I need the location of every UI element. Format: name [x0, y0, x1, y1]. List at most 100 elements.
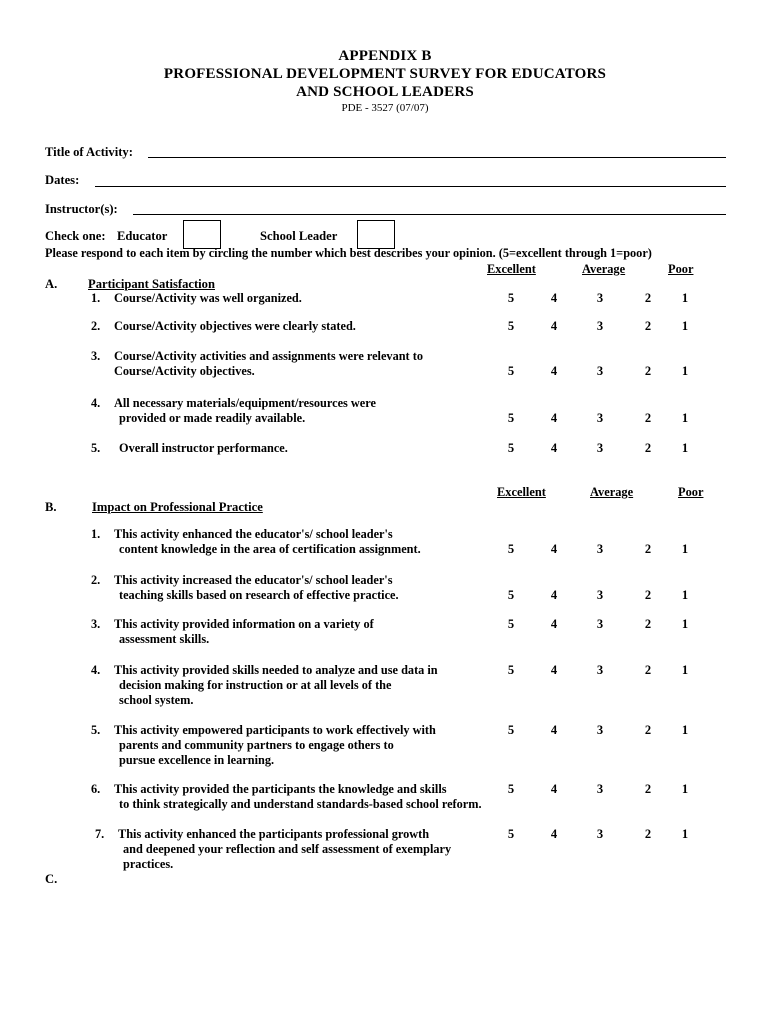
item-number: 4.	[91, 663, 101, 677]
rating-4[interactable]: 4	[550, 588, 558, 602]
rating-2[interactable]: 2	[644, 723, 652, 737]
rating-3[interactable]: 3	[596, 588, 604, 602]
rating-3[interactable]: 3	[596, 617, 604, 631]
rating-4[interactable]: 4	[550, 441, 558, 455]
rating-row-b6: 5 4 3 2 1	[503, 782, 695, 797]
rating-5[interactable]: 5	[507, 441, 515, 455]
rating-5[interactable]: 5	[507, 411, 515, 425]
rating-2[interactable]: 2	[644, 411, 652, 425]
educator-checkbox[interactable]	[183, 220, 221, 249]
rating-1[interactable]: 1	[681, 319, 689, 333]
rating-row-a2: 5 4 3 2 1	[503, 319, 695, 334]
rating-3[interactable]: 3	[596, 319, 604, 333]
rating-1[interactable]: 1	[681, 723, 689, 737]
rating-5[interactable]: 5	[507, 617, 515, 631]
item-line: to think strategically and understand st…	[119, 797, 482, 811]
item-line: Course/Activity activities and assignmen…	[114, 349, 423, 363]
rating-1[interactable]: 1	[681, 441, 689, 455]
dates-input[interactable]	[95, 170, 726, 187]
item-line: Course/Activity objectives.	[114, 364, 255, 378]
rating-row-b5: 5 4 3 2 1	[503, 723, 695, 738]
rating-4[interactable]: 4	[550, 663, 558, 677]
rating-3[interactable]: 3	[596, 663, 604, 677]
rating-5[interactable]: 5	[507, 723, 515, 737]
rating-2[interactable]: 2	[644, 827, 652, 841]
rating-4[interactable]: 4	[550, 542, 558, 556]
item-number: 4.	[91, 396, 101, 410]
rating-1[interactable]: 1	[681, 411, 689, 425]
item-number: 1.	[91, 291, 101, 305]
rating-4[interactable]: 4	[550, 723, 558, 737]
item-number: 5.	[91, 441, 101, 455]
rating-row-a4: 5 4 3 2 1	[503, 411, 695, 426]
rating-row-b3: 5 4 3 2 1	[503, 617, 695, 632]
rating-2[interactable]: 2	[644, 364, 652, 378]
rating-4[interactable]: 4	[550, 827, 558, 841]
item-b7: 7. This activity enhanced the participan…	[95, 827, 451, 872]
rating-2[interactable]: 2	[644, 617, 652, 631]
item-a2: 2. Course/Activity objectives were clear…	[91, 319, 356, 334]
rating-2[interactable]: 2	[644, 782, 652, 796]
rating-1[interactable]: 1	[681, 364, 689, 378]
item-line: teaching skills based on research of eff…	[119, 588, 399, 602]
rating-1[interactable]: 1	[681, 291, 689, 305]
title-of-activity-label: Title of Activity:	[45, 145, 133, 159]
rating-5[interactable]: 5	[507, 291, 515, 305]
item-number: 7.	[95, 827, 105, 841]
rating-3[interactable]: 3	[596, 291, 604, 305]
rating-header-poor: Poor	[668, 262, 694, 276]
instructors-input[interactable]	[133, 198, 726, 215]
rating-2[interactable]: 2	[644, 663, 652, 677]
rating-1[interactable]: 1	[681, 782, 689, 796]
form-code: PDE - 3527 (07/07)	[341, 102, 429, 114]
section-c-letter: C.	[45, 872, 58, 886]
item-number: 3.	[91, 349, 101, 363]
rating-3[interactable]: 3	[596, 827, 604, 841]
rating-5[interactable]: 5	[507, 827, 515, 841]
rating-4[interactable]: 4	[550, 291, 558, 305]
rating-4[interactable]: 4	[550, 617, 558, 631]
rating-1[interactable]: 1	[681, 542, 689, 556]
rating-3[interactable]: 3	[596, 723, 604, 737]
item-a5: 5. Overall instructor performance.	[91, 441, 288, 456]
rating-2[interactable]: 2	[644, 291, 652, 305]
rating-5[interactable]: 5	[507, 319, 515, 333]
rating-2[interactable]: 2	[644, 588, 652, 602]
item-number: 5.	[91, 723, 101, 737]
rating-3[interactable]: 3	[596, 411, 604, 425]
title-of-activity-input[interactable]	[148, 141, 726, 158]
rating-3[interactable]: 3	[596, 364, 604, 378]
rating-4[interactable]: 4	[550, 319, 558, 333]
instructors-label: Instructor(s):	[45, 202, 118, 216]
school-leader-checkbox[interactable]	[357, 220, 395, 249]
rating-row-a1: 5 4 3 2 1	[503, 291, 695, 306]
rating-row-a5: 5 4 3 2 1	[503, 441, 695, 456]
rating-5[interactable]: 5	[507, 782, 515, 796]
rating-1[interactable]: 1	[681, 617, 689, 631]
rating-5[interactable]: 5	[507, 542, 515, 556]
rating-4[interactable]: 4	[550, 411, 558, 425]
item-line: This activity provided the participants …	[114, 782, 447, 796]
rating-3[interactable]: 3	[596, 542, 604, 556]
rating-2[interactable]: 2	[644, 542, 652, 556]
item-a4: 4. All necessary materials/equipment/res…	[91, 396, 376, 426]
rating-1[interactable]: 1	[681, 827, 689, 841]
rating-3[interactable]: 3	[596, 441, 604, 455]
rating-4[interactable]: 4	[550, 782, 558, 796]
rating-5[interactable]: 5	[507, 588, 515, 602]
item-b2: 2. This activity increased the educator'…	[91, 573, 399, 603]
rating-1[interactable]: 1	[681, 663, 689, 677]
rating-2[interactable]: 2	[644, 441, 652, 455]
rating-1[interactable]: 1	[681, 588, 689, 602]
rating-5[interactable]: 5	[507, 364, 515, 378]
rating-2[interactable]: 2	[644, 319, 652, 333]
item-line: Course/Activity was well organized.	[114, 291, 302, 305]
rating-header-poor: Poor	[678, 485, 704, 499]
rating-5[interactable]: 5	[507, 663, 515, 677]
rating-4[interactable]: 4	[550, 364, 558, 378]
item-line: content knowledge in the area of certifi…	[119, 542, 421, 556]
item-b1: 1. This activity enhanced the educator's…	[91, 527, 421, 557]
item-b6: 6. This activity provided the participan…	[91, 782, 482, 812]
rating-3[interactable]: 3	[596, 782, 604, 796]
